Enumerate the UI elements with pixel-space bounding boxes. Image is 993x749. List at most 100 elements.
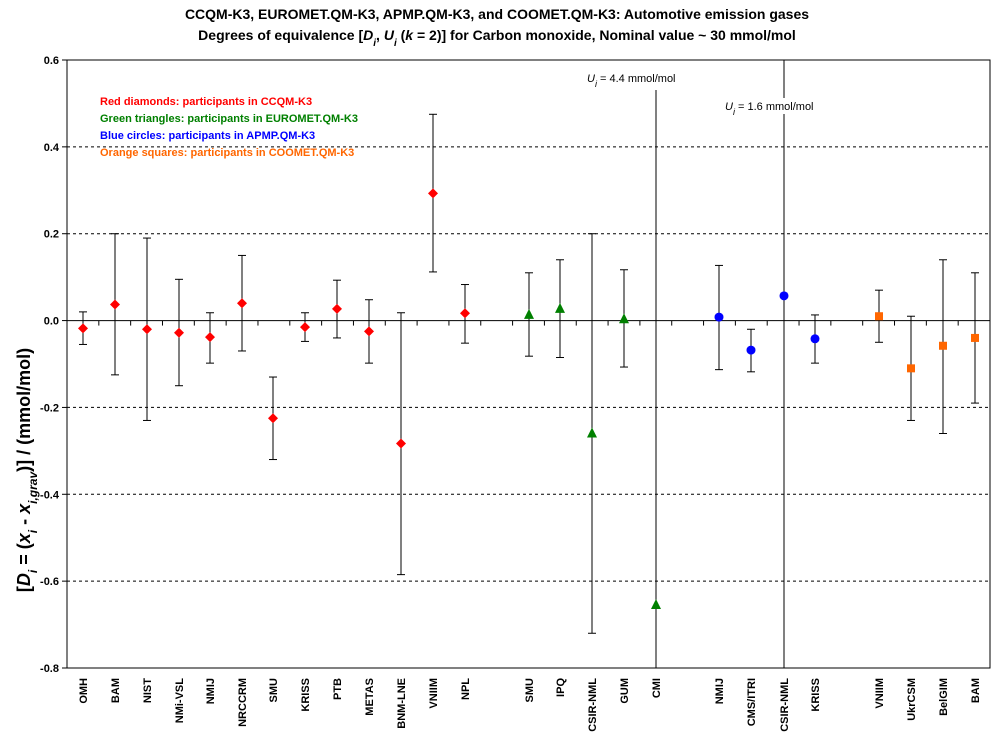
- plot-area: [66, 59, 991, 669]
- data-point-diamond: [237, 298, 247, 309]
- data-point-square: [971, 333, 979, 342]
- data-point-circle: [810, 334, 820, 344]
- data-point-triangle: [619, 313, 629, 324]
- annotation-text: Ui = 4.4 mmol/mol: [587, 73, 676, 89]
- text-part: i: [595, 79, 598, 89]
- legend-entry: Blue circles: participants in APMP.QM-K3: [100, 130, 315, 142]
- text-part: U: [384, 27, 395, 43]
- text-part: i: [733, 107, 736, 117]
- text-part: i: [26, 529, 40, 533]
- data-point-circle: [714, 312, 724, 322]
- text-part: ,: [376, 27, 384, 43]
- text-part: (: [397, 27, 406, 43]
- x-category-label: NMIJ: [714, 678, 726, 704]
- x-category-label: SMU: [524, 678, 536, 703]
- data-point-diamond: [300, 322, 310, 333]
- x-category-label: NMi-VSL: [174, 678, 186, 724]
- y-tick-label: -0.2: [40, 402, 59, 414]
- legend: Red diamonds: participants in CCQM-K3 Gre…: [100, 96, 358, 159]
- data-point-diamond: [78, 323, 88, 334]
- legend-entry: Red diamonds: participants in CCQM-K3: [100, 96, 312, 108]
- data-point-square: [939, 341, 947, 350]
- data-point-diamond: [332, 303, 342, 314]
- text-part: D: [363, 27, 373, 43]
- annotation-lines: [655, 60, 785, 668]
- x-category-label: VNIIM: [428, 678, 440, 709]
- x-category-label: CSIR-NML: [779, 678, 791, 732]
- data-point-triangle: [555, 302, 565, 313]
- text-part: = 1.6 mmol/mol: [735, 101, 814, 113]
- text-part: i: [394, 38, 397, 49]
- x-category-label: PTB: [332, 678, 344, 700]
- data-point-triangle: [524, 308, 534, 319]
- data-point-circle: [746, 345, 756, 355]
- text-part: i: [26, 569, 40, 573]
- y-tick-label: -0.4: [40, 489, 60, 501]
- y-axis: -0.8 -0.6 -0.4 -0.2 0.0 0.2 0.4 0.6: [40, 55, 67, 675]
- y-tick-label: 0.6: [44, 55, 59, 67]
- x-category-label: CSIR-NML: [587, 678, 599, 732]
- data-marks: [78, 113, 979, 634]
- data-point-diamond: [364, 326, 374, 337]
- data-point-diamond: [174, 327, 184, 338]
- y-tick-label: -0.8: [40, 663, 59, 675]
- text-part: k: [405, 27, 414, 43]
- text-part: U: [587, 73, 595, 85]
- x-category-label: KRISS: [300, 678, 312, 712]
- y-axis-label: [Di = (xi - xi,grav)] / (mmol/mol): [14, 348, 40, 592]
- data-point-triangle: [587, 427, 597, 438]
- y-tick-label: 0.4: [44, 142, 60, 154]
- text-part: x: [14, 503, 34, 515]
- text-part: = 4.4 mmol/mol: [597, 73, 676, 85]
- x-category-label: OMH: [78, 678, 90, 704]
- data-point-diamond: [110, 299, 120, 310]
- text-part: i: [373, 38, 376, 49]
- text-part: U: [725, 101, 733, 113]
- y-tick-label: 0.2: [44, 229, 59, 241]
- data-point-diamond: [428, 188, 438, 199]
- text-part: x: [14, 532, 34, 544]
- text-part: i,grav: [26, 471, 40, 504]
- chart-title: CCQM-K3, EUROMET.QM-K3, APMP.QM-K3, and …: [185, 6, 809, 22]
- x-category-label: CMS/ITRI: [746, 678, 758, 726]
- x-category-label: KRISS: [810, 678, 822, 712]
- x-category-label: IPQ: [555, 678, 567, 697]
- x-category-label: NIST: [142, 678, 154, 703]
- x-category-label: METAS: [364, 678, 376, 716]
- x-category-label: BelGIM: [938, 678, 950, 716]
- data-point-diamond: [268, 413, 278, 424]
- chart-subtitle: Degrees of equivalence [Di, Ui (k = 2)] …: [198, 27, 796, 49]
- x-category-label: BNM-LNE: [396, 678, 408, 729]
- text-part: = (: [14, 543, 34, 570]
- y-tick-label: -0.6: [40, 576, 59, 588]
- legend-entry: Green triangles: participants in EUROMET…: [100, 113, 358, 125]
- x-category-label: UkrCSM: [906, 678, 918, 721]
- legend-entry: Orange squares: participants in COOMET.Q…: [100, 147, 354, 159]
- data-point-triangle: [651, 599, 661, 610]
- x-category-label: CMI: [651, 678, 663, 698]
- x-category-label: VNIIM: [874, 678, 886, 709]
- data-point-diamond: [205, 332, 215, 343]
- data-point-square: [907, 364, 915, 373]
- x-category-label: GUM: [619, 678, 631, 704]
- text-part: )] / (mmol/mol): [14, 348, 34, 472]
- x-category-label: BAM: [970, 678, 982, 703]
- x-category-label: SMU: [268, 678, 280, 703]
- text-part: = 2)] for Carbon monoxide, Nominal value…: [413, 27, 796, 43]
- annotation-text: Ui = 1.6 mmol/mol: [725, 101, 814, 117]
- data-point-circle: [779, 291, 789, 301]
- text-part: D: [14, 573, 34, 586]
- text-part: [: [14, 586, 34, 592]
- x-category-label: NRCCRM: [237, 678, 249, 727]
- x-category-label: NMIJ: [205, 678, 217, 704]
- y-tick-label: 0.0: [44, 316, 59, 328]
- text-part: Degrees of equivalence [: [198, 27, 363, 43]
- x-category-label: BAM: [110, 678, 122, 703]
- data-point-diamond: [396, 438, 406, 449]
- grid-lines: [67, 146, 990, 582]
- text-part: -: [14, 514, 34, 530]
- x-category-label: NPL: [460, 678, 472, 700]
